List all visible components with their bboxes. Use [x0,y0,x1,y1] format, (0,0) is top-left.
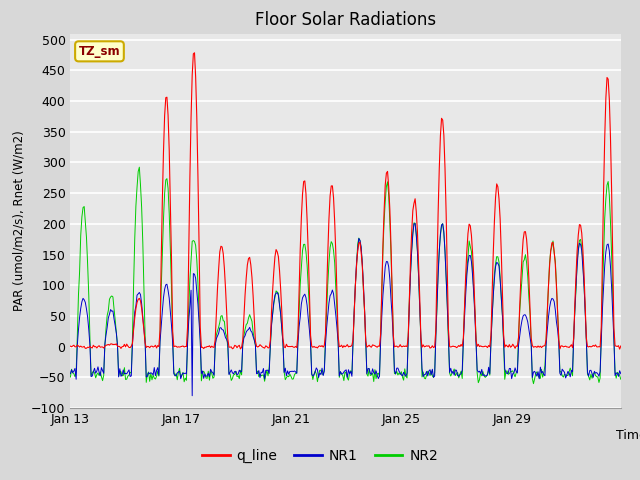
Title: Floor Solar Radiations: Floor Solar Radiations [255,11,436,29]
X-axis label: Time: Time [616,429,640,442]
Legend: q_line, NR1, NR2: q_line, NR1, NR2 [196,443,444,468]
Text: TZ_sm: TZ_sm [79,45,120,58]
Y-axis label: PAR (umol/m2/s), Rnet (W/m2): PAR (umol/m2/s), Rnet (W/m2) [13,131,26,311]
